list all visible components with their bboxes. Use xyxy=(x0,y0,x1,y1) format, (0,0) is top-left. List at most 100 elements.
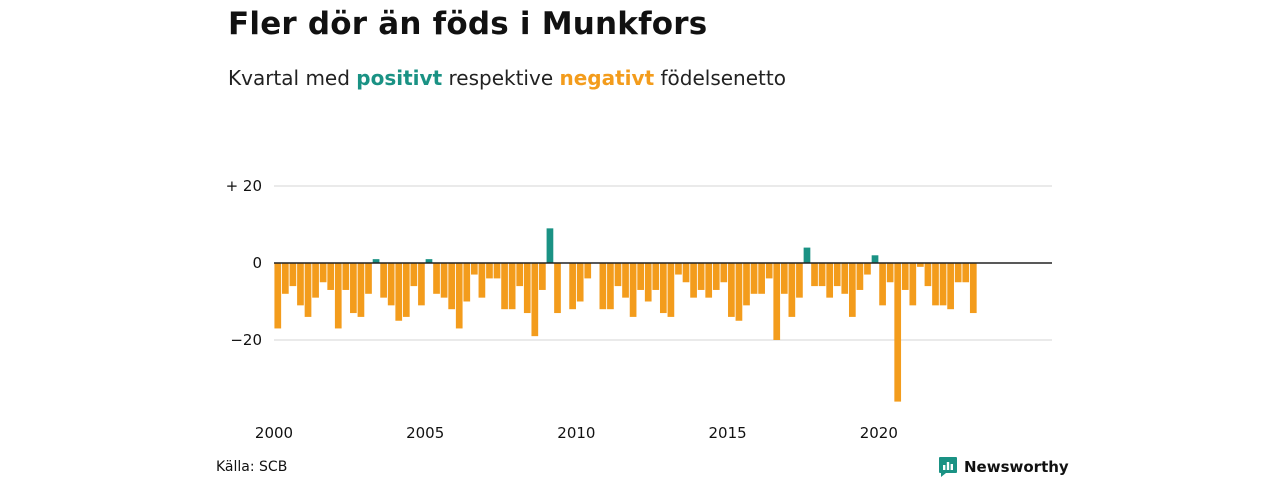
bar xyxy=(932,263,939,306)
bar xyxy=(448,263,456,310)
bar xyxy=(659,263,667,314)
bar xyxy=(947,263,954,310)
bar xyxy=(629,263,637,317)
bar xyxy=(788,263,796,317)
x-tick-label: 2005 xyxy=(406,424,444,442)
bar xyxy=(886,263,894,283)
bar xyxy=(319,263,327,283)
subtitle-negative-label: negativt xyxy=(559,66,655,90)
bar xyxy=(667,263,675,317)
bar xyxy=(312,263,319,298)
y-tick-label: + 20 xyxy=(226,177,262,195)
bar xyxy=(682,263,690,283)
bar xyxy=(622,263,629,298)
bar xyxy=(425,259,433,263)
bar xyxy=(327,263,335,290)
bar xyxy=(901,263,909,290)
bar xyxy=(728,263,735,317)
bar xyxy=(569,263,576,310)
bar xyxy=(372,259,380,263)
bar xyxy=(818,263,826,287)
x-tick-label: 2020 xyxy=(860,424,898,442)
bar xyxy=(924,263,932,287)
bar xyxy=(576,263,584,302)
bar xyxy=(712,263,720,290)
bar xyxy=(531,263,539,337)
x-tick-label: 2015 xyxy=(709,424,747,442)
bar xyxy=(750,263,758,294)
brand-name: Newsworthy xyxy=(964,458,1069,476)
bar xyxy=(607,263,614,310)
bar xyxy=(357,263,365,317)
bar xyxy=(433,263,440,294)
bar xyxy=(289,263,297,287)
bars xyxy=(274,228,977,402)
bar xyxy=(342,263,350,290)
bar xyxy=(350,263,357,314)
bar xyxy=(486,263,493,279)
bar xyxy=(546,228,554,263)
bar xyxy=(826,263,834,298)
bar xyxy=(720,263,728,283)
x-axis-ticks: 2000 2005 2010 2015 2020 xyxy=(255,424,898,442)
bar xyxy=(652,263,660,290)
bar xyxy=(856,263,864,290)
bar xyxy=(470,263,478,275)
bar xyxy=(554,263,561,314)
bar xyxy=(871,255,879,263)
bar xyxy=(864,263,871,275)
bar xyxy=(387,263,395,306)
bar xyxy=(644,263,652,302)
bar xyxy=(811,263,818,287)
bar xyxy=(584,263,592,279)
subtitle-text-mid: respektive xyxy=(448,66,554,90)
subtitle-text-post: födelsenetto xyxy=(660,66,786,90)
bar xyxy=(478,263,486,298)
bar xyxy=(841,263,849,294)
bar xyxy=(735,263,743,321)
bar xyxy=(523,263,531,314)
chart-title: Fler dör än föds i Munkfors xyxy=(228,6,708,42)
subtitle-positive-label: positivt xyxy=(356,66,443,90)
bar xyxy=(334,263,342,329)
bar xyxy=(410,263,418,287)
bar xyxy=(516,263,524,287)
bar xyxy=(954,263,962,283)
bar xyxy=(455,263,463,329)
bar xyxy=(599,263,607,310)
grid-lines xyxy=(274,185,1052,341)
bar xyxy=(614,263,622,287)
bar xyxy=(773,263,781,340)
subtitle-text-pre: Kvartal med xyxy=(228,66,350,90)
bar xyxy=(297,263,304,306)
brand-logo: Newsworthy xyxy=(938,456,1069,478)
x-tick-label: 2010 xyxy=(557,424,595,442)
bar xyxy=(705,263,713,298)
bar xyxy=(969,263,977,314)
bar xyxy=(493,263,501,279)
bar xyxy=(418,263,425,306)
bar xyxy=(281,263,289,294)
bar xyxy=(365,263,372,294)
x-tick-label: 2000 xyxy=(255,424,293,442)
bar xyxy=(780,263,788,294)
newsworthy-logo-icon xyxy=(939,457,957,477)
bar xyxy=(402,263,410,317)
bar xyxy=(803,247,811,263)
bar xyxy=(697,263,705,290)
bar xyxy=(501,263,508,310)
y-axis-ticks: + 20 0 −20 xyxy=(226,177,262,349)
bar xyxy=(395,263,403,321)
bar xyxy=(743,263,750,306)
bar xyxy=(637,263,645,290)
bar xyxy=(508,263,516,310)
bar xyxy=(380,263,387,298)
bar xyxy=(274,263,282,329)
bar xyxy=(304,263,312,317)
y-tick-label: −20 xyxy=(230,331,262,349)
bar xyxy=(909,263,917,306)
chart-subtitle: Kvartal med positivt respektive negativt… xyxy=(228,66,786,90)
bar xyxy=(833,263,841,287)
bar xyxy=(675,263,682,275)
bar xyxy=(690,263,697,298)
